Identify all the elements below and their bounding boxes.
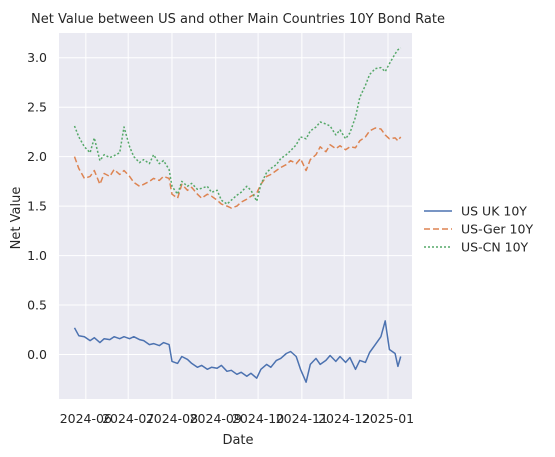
y-tick-label: 2.5 [27,100,47,115]
y-tick-label: 1.5 [27,199,47,214]
x-tick-label: 2024-06 [60,411,112,426]
y-tick-label: 2.0 [27,149,47,164]
x-tick-label: 2024-09 [190,411,242,426]
plot-area [59,33,412,399]
series-line-1 [73,320,402,383]
legend: US UK 10Y US-Ger 10Y US-CN 10Y [424,204,533,255]
series-lines [73,47,402,383]
legend-label: US-CN 10Y [461,240,529,255]
grid-lines [59,33,412,399]
x-tick-label: 2024-12 [318,411,370,426]
x-tick-label: 2024-07 [102,411,154,426]
series-line-3 [73,47,402,205]
x-tick-label: 2024-11 [276,411,328,426]
series-line-2 [73,127,402,209]
legend-label: US UK 10Y [461,204,527,219]
y-tick-label: 1.0 [27,248,47,263]
legend-label: US-Ger 10Y [461,222,533,237]
x-tick-label: 2025-01 [362,411,414,426]
x-tick-label: 2024-10 [232,411,284,426]
y-tick-label: 0.5 [27,298,47,313]
chart-title: Net Value between US and other Main Coun… [31,12,445,27]
x-tick-labels: 2024-062024-072024-082024-092024-102024-… [60,411,414,426]
y-tick-label: 3.0 [27,50,47,65]
y-axis-label: Net Value [9,187,24,250]
x-tick-label: 2024-08 [146,411,198,426]
y-tick-labels: 0.0 0.5 1.0 1.5 2.0 2.5 3.0 [27,50,47,362]
x-axis-label: Date [222,433,253,448]
y-tick-label: 0.0 [27,347,47,362]
